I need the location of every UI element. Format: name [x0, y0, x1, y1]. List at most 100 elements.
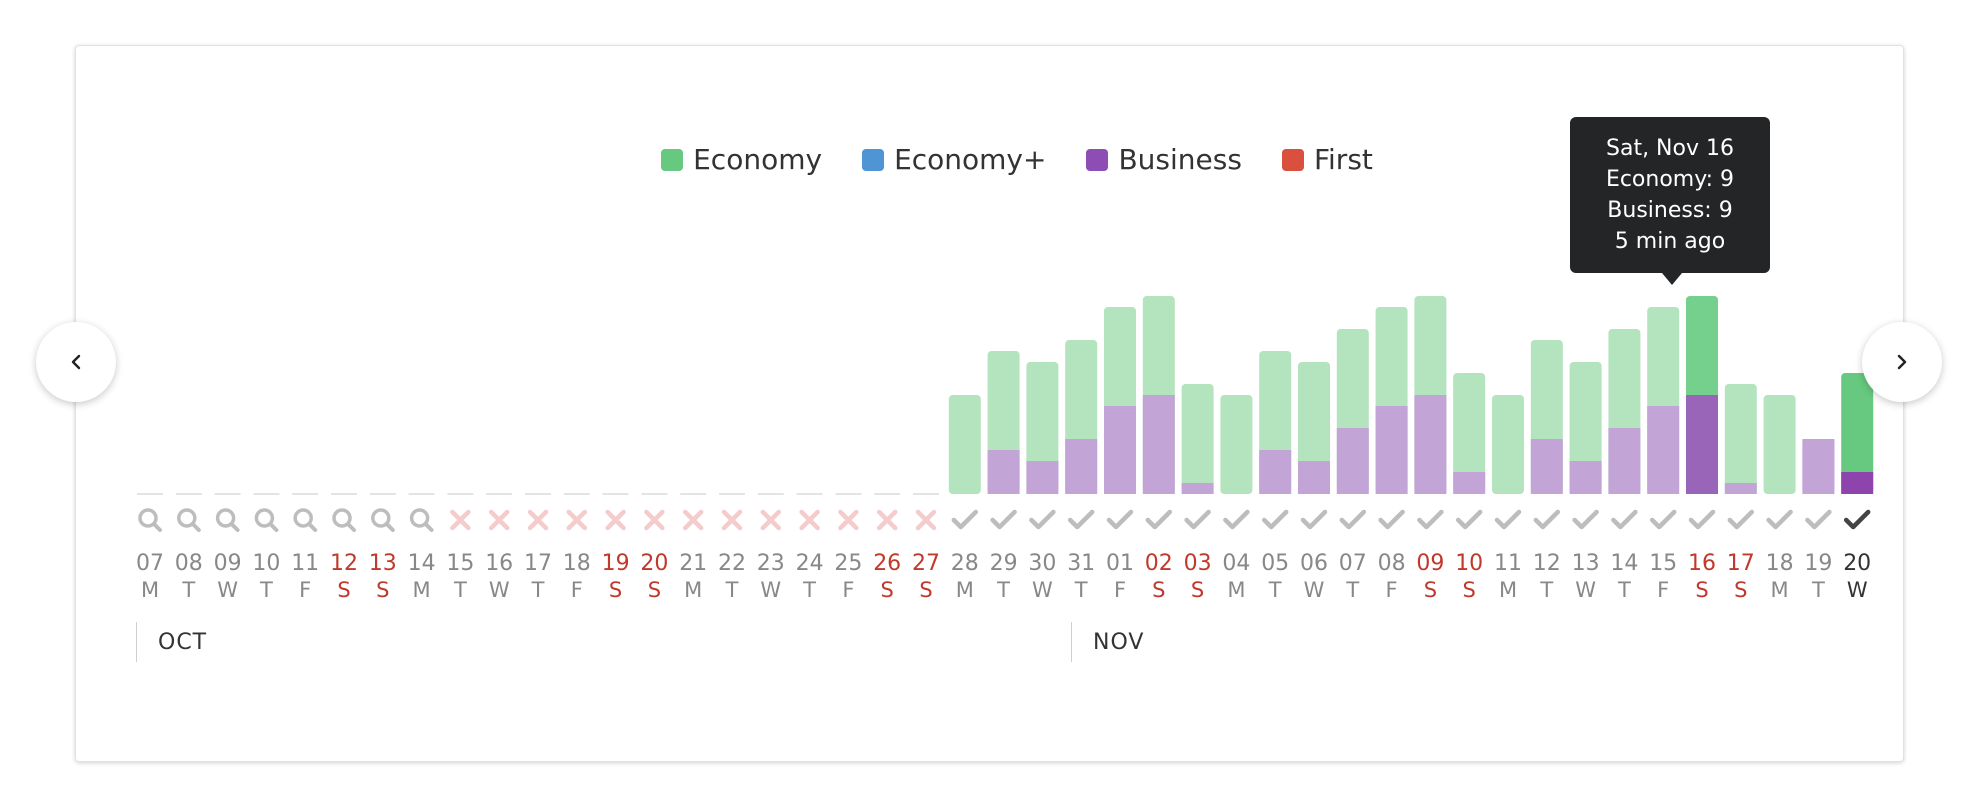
weekday-label: T: [1268, 578, 1282, 602]
weekday-label: S: [1695, 578, 1708, 602]
weekday-label: S: [337, 578, 350, 602]
bar-economy: [1763, 395, 1796, 494]
month-label-oct: OCT: [158, 630, 208, 655]
day-number-label: 17: [524, 551, 552, 576]
chevron-left-icon: [71, 354, 81, 370]
weekday-label: W: [1575, 578, 1596, 602]
month-divider-nov: [1071, 622, 1072, 662]
bar-business: [1841, 472, 1874, 494]
search-icon-lens: [138, 508, 158, 528]
day-number-label: 14: [408, 551, 436, 576]
legend-item-business[interactable]: Business: [1086, 143, 1242, 176]
day-number-label: 09: [214, 551, 242, 576]
day-number-label: 04: [1222, 551, 1250, 576]
day-number-label: 14: [1610, 551, 1638, 576]
legend-item-economy[interactable]: Economy: [661, 143, 822, 176]
unavailable-icon: [915, 509, 937, 531]
weekday-label: W: [1304, 578, 1325, 602]
day-number-label: 18: [563, 551, 591, 576]
search-icon: [371, 508, 395, 532]
unavailable-icon: [644, 509, 665, 531]
bar-economy: [1841, 373, 1874, 494]
month-label-nov: NOV: [1093, 630, 1145, 655]
weekday-label: T: [531, 578, 545, 602]
day-number-label: 31: [1067, 551, 1095, 576]
checked-icon: [1727, 509, 1755, 530]
legend-item-first[interactable]: First: [1281, 143, 1373, 176]
weekday-label: S: [1463, 578, 1476, 602]
weekday-label: T: [1539, 578, 1553, 602]
checked-icon: [1611, 509, 1638, 530]
next-button[interactable]: [1862, 322, 1942, 402]
bar-economy: [1181, 384, 1214, 494]
unavailable-icon: [566, 509, 588, 531]
weekday-label: M: [956, 578, 974, 602]
weekday-label: T: [1617, 578, 1631, 602]
weekday-label: T: [453, 578, 467, 602]
legend: Economy Economy+ Business First: [0, 143, 1974, 176]
weekday-label: S: [376, 578, 389, 602]
checked-icon: [1261, 509, 1289, 530]
weekday-label: M: [1499, 578, 1517, 602]
day-number-label: 06: [1300, 551, 1328, 576]
checked-icon: [1649, 509, 1677, 530]
unavailable-icon: [721, 509, 743, 531]
legend-item-economy-plus[interactable]: Economy+: [862, 143, 1046, 176]
day-number-label: 11: [1494, 551, 1522, 576]
search-icon-handle: [229, 522, 240, 532]
weekday-label: S: [1734, 578, 1747, 602]
unavailable-icon: [450, 509, 471, 531]
day-number-label: 22: [718, 551, 746, 576]
day-number-label: 07: [136, 551, 164, 576]
legend-label: Economy: [693, 143, 823, 176]
weekday-label: T: [1345, 578, 1359, 602]
day-number-label: 30: [1028, 551, 1056, 576]
search-icon-handle: [307, 522, 318, 532]
weekday-label: S: [1424, 578, 1437, 602]
checked-icon: [1106, 509, 1134, 530]
weekday-label: T: [259, 578, 273, 602]
day-number-label: 27: [912, 551, 940, 576]
day-number-label: 23: [757, 551, 785, 576]
weekday-label: T: [725, 578, 739, 602]
checked-icon: [1805, 509, 1832, 530]
search-icon-lens: [371, 508, 391, 528]
search-icon: [409, 508, 434, 532]
previous-button[interactable]: [36, 322, 116, 402]
weekday-label: W: [1032, 578, 1053, 602]
day-number-label: 11: [291, 551, 319, 576]
weekday-label: M: [1771, 578, 1789, 602]
bar-business: [987, 450, 1020, 494]
bar-business: [1414, 395, 1447, 494]
bar-business: [1453, 472, 1486, 494]
checked-icon: [1300, 509, 1328, 530]
weekday-label: T: [1074, 578, 1088, 602]
checked-icon: [1455, 509, 1483, 530]
day-number-label: 16: [1688, 551, 1716, 576]
search-icon-lens: [177, 508, 197, 528]
day-number-label: 18: [1766, 551, 1794, 576]
weekday-label: T: [181, 578, 195, 602]
bar-business: [1647, 406, 1680, 494]
legend-label: First: [1313, 143, 1373, 176]
checked-icon: [1378, 509, 1405, 530]
bar-business: [1802, 439, 1835, 494]
bar-business: [1259, 450, 1292, 494]
day-number-label: 01: [1106, 551, 1134, 576]
bar-business: [1065, 439, 1098, 494]
weekday-label: M: [1227, 578, 1245, 602]
day-number-label: 16: [485, 551, 513, 576]
tooltip-economy: Economy: 9: [1605, 167, 1735, 192]
unavailable-icon: [799, 509, 820, 531]
day-number-label: 19: [1804, 551, 1832, 576]
search-icon-lens: [293, 508, 313, 528]
unavailable-icon: [760, 509, 782, 531]
weekday-label: M: [684, 578, 702, 602]
checked-icon: [1572, 509, 1599, 530]
checked-icon: [990, 509, 1017, 530]
legend-swatch-first: [1281, 148, 1304, 171]
legend-swatch-economy-plus: [862, 148, 885, 171]
day-number-label: 21: [679, 551, 707, 576]
unavailable-icon: [682, 509, 704, 531]
